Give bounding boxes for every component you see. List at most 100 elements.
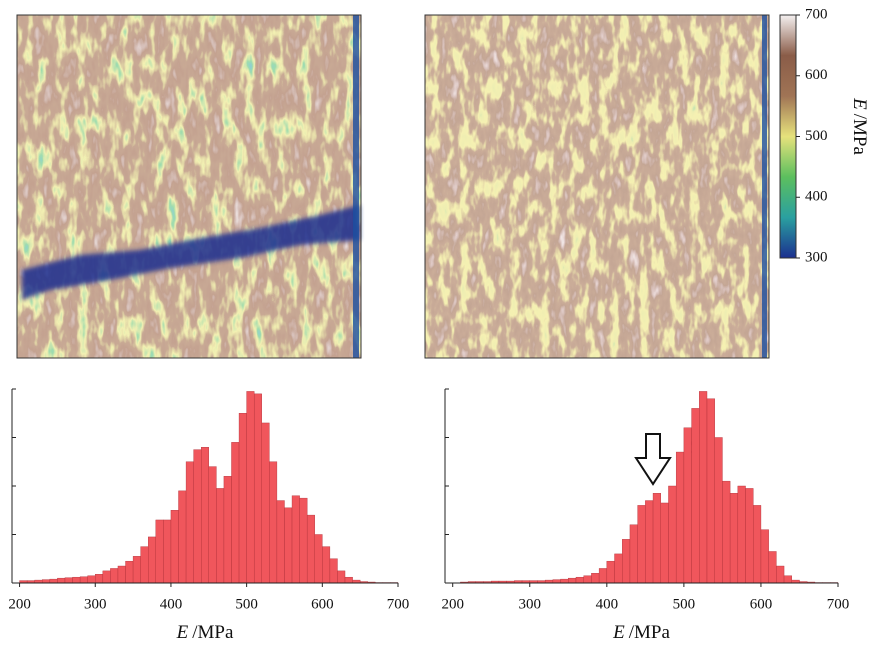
x-tick-label: 600 (311, 596, 334, 612)
bar (614, 553, 623, 584)
bar (322, 546, 331, 584)
bar (269, 461, 278, 584)
x-tick-label: 500 (673, 596, 696, 612)
bar (148, 536, 157, 584)
bar (583, 575, 592, 584)
x-tick-label: 300 (84, 596, 107, 612)
x-tick-label: 200 (441, 596, 464, 612)
bar (284, 507, 293, 584)
bar (155, 519, 164, 584)
bar (223, 476, 232, 584)
bar (622, 539, 631, 584)
bar (691, 408, 700, 584)
colorbar (779, 14, 797, 259)
bar (253, 393, 262, 584)
bar (314, 534, 323, 584)
bar (57, 577, 66, 584)
bar (193, 449, 202, 584)
bar (117, 565, 126, 584)
bar (261, 422, 270, 584)
bar (201, 447, 209, 584)
axis-label-symbol: E (849, 97, 870, 110)
x-tick-label: 500 (235, 596, 258, 612)
x-tick-label: 700 (827, 596, 850, 612)
bar (714, 437, 723, 584)
bar (329, 558, 338, 584)
bar (606, 560, 615, 584)
x-tick-label: 400 (596, 596, 619, 612)
axis-label-unit: /MPa (629, 622, 671, 643)
bar (591, 573, 600, 584)
bar (668, 485, 677, 584)
bar (95, 574, 104, 584)
colorbar-tick-label: 300 (805, 249, 828, 265)
x-tick-label: 400 (160, 596, 183, 612)
bar (42, 579, 51, 584)
x-tick-label: 200 (8, 596, 31, 612)
bar (552, 579, 561, 584)
axis-label: E/MPa (176, 622, 234, 643)
bar (598, 568, 608, 584)
bar (637, 505, 646, 584)
bar (776, 565, 785, 584)
bar (132, 556, 141, 584)
bar (729, 493, 739, 584)
bar (170, 510, 179, 584)
bar (64, 577, 73, 584)
bar (560, 578, 569, 584)
bar (675, 451, 685, 584)
colorbar-tick-label: 600 (805, 67, 828, 83)
bar (231, 442, 240, 584)
bar (344, 576, 353, 584)
bar (306, 514, 315, 584)
bar (110, 568, 119, 584)
bar (185, 461, 194, 584)
bar (87, 575, 96, 584)
bar (645, 500, 654, 584)
bar (760, 529, 769, 584)
axis-label-symbol: E (612, 622, 625, 643)
bar (768, 551, 777, 584)
bar (102, 570, 111, 584)
bar (753, 505, 762, 584)
bar (72, 576, 81, 584)
bar (337, 570, 346, 584)
bar (49, 578, 58, 584)
bar (706, 398, 715, 584)
bar (699, 391, 708, 584)
bar (238, 413, 247, 584)
bar (299, 497, 308, 584)
bar (575, 576, 584, 584)
axis-label-symbol: E (176, 622, 189, 643)
bar (208, 466, 217, 584)
bar (246, 391, 255, 584)
map-right (424, 14, 770, 359)
axis-label: E/MPa (849, 97, 870, 155)
bar (683, 427, 692, 584)
bar (568, 577, 577, 584)
bar (652, 493, 661, 584)
axis-label: E/MPa (612, 622, 670, 643)
x-tick-label: 600 (750, 596, 773, 612)
colorbar-tick-label: 500 (805, 128, 828, 144)
bar (737, 485, 746, 584)
bar (276, 500, 285, 584)
bar (140, 546, 149, 584)
bar (125, 560, 134, 584)
bar (722, 480, 731, 584)
bar (629, 524, 638, 584)
axis-label-unit: /MPa (192, 622, 234, 643)
bar (291, 495, 300, 584)
map-left (16, 14, 362, 359)
bar (79, 576, 88, 584)
colorbar-tick-label: 400 (805, 189, 828, 205)
bar (178, 490, 187, 584)
colorbar-tick-label: 700 (805, 6, 828, 22)
bar (745, 488, 754, 584)
bar (660, 502, 669, 584)
bar (163, 519, 172, 584)
x-tick-label: 300 (519, 596, 542, 612)
bar (783, 575, 792, 584)
bar (216, 488, 225, 584)
